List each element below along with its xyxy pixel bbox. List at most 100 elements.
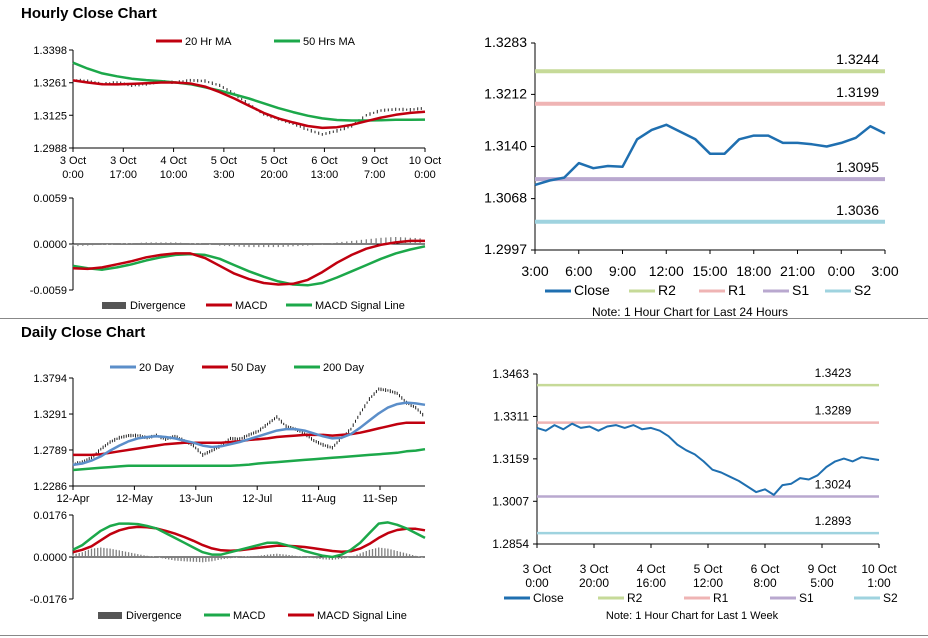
daily-levels-y-tick-label: 1.3463 [492,367,529,381]
hourly-levels-x-tick-label: 18:00 [736,263,771,279]
daily-levels-x-tick-label: 4 Oct [637,562,666,576]
hourly-price-y-tick-label: 1.3125 [33,110,67,122]
hourly-levels-legend-label: Close [574,282,610,298]
hourly-price-x-tick-label: 17:00 [110,169,138,181]
daily-level-s2-label: 1.2893 [815,514,852,528]
daily-levels-x-tick-label: 8:00 [753,576,777,590]
daily-levels-x-tick-label: 12:00 [693,576,723,590]
hourly-price-y-tick-label: 1.3261 [33,78,67,90]
hourly-50hr-ma-line [72,61,426,122]
daily-levels-x-tick-label: 6 Oct [751,562,780,576]
daily-levels-y-tick-label: 1.2854 [492,537,529,551]
daily-macd-legend-swatch [98,612,122,619]
hourly-macd-line [72,239,425,286]
hourly-levels-y-tick-label: 1.3140 [484,138,527,154]
daily-price-x-tick-label: 13-Jun [179,493,213,505]
hourly-price-x-tick-label: 3 Oct [60,155,86,167]
hourly-macd-signal-line [72,245,426,287]
daily-price-y-tick-label: 1.2286 [33,481,67,493]
hourly-levels-x-tick-label: 3:00 [521,263,548,279]
hourly-macd-y-tick-label: -0.0059 [30,285,67,297]
daily-price-x-tick-label: 11-Aug [301,493,336,505]
daily-price-x-tick-label: 12-Jul [242,493,272,505]
hourly-macd-legend-label: MACD [235,300,267,312]
hourly-price-x-tick-label: 20:00 [260,169,288,181]
hourly-level-r1-label: 1.3199 [836,84,879,100]
daily-levels-x-tick-label: 0:00 [525,576,549,590]
hourly-price-x-tick-label: 5 Oct [211,155,237,167]
daily-20day-line [72,401,426,467]
daily-levels-y-tick-label: 1.3007 [492,494,529,508]
daily-macd-y-tick-label: 0.0000 [33,552,67,564]
daily-price-legend-label: 50 Day [231,362,266,374]
daily-section-title: Daily Close Chart [21,324,146,341]
hourly-macd-y-tick-label: 0.0000 [33,239,67,251]
hourly-section-title: Hourly Close Chart [21,5,157,22]
daily-levels-x-tick-label: 10 Oct [861,562,897,576]
hourly-macd-y-tick-label: 0.0059 [33,193,67,205]
daily-level-r2-label: 1.3423 [815,366,852,380]
hourly-price-x-tick-label: 5 Oct [261,155,287,167]
hourly-level-r2-label: 1.3244 [836,51,879,67]
hourly-levels-x-tick-label: 9:00 [609,263,636,279]
hourly-levels-y-tick-label: 1.3068 [484,190,527,206]
daily-price-y-tick-label: 1.3291 [33,409,67,421]
hourly-price-x-tick-label: 3 Oct [110,155,136,167]
hourly-price-x-tick-label: 4 Oct [160,155,186,167]
daily-close-line [536,422,880,496]
daily-200day-line [72,447,426,472]
hourly-price-x-tick-label: 6 Oct [311,155,337,167]
daily-price-y-tick-label: 1.2789 [33,445,67,457]
daily-macd-line [72,521,426,559]
daily-levels-x-tick-label: 1:00 [867,576,891,590]
hourly-levels-y-tick-label: 1.3212 [484,85,527,101]
hourly-price-y-tick-label: 1.2988 [33,143,67,155]
daily-levels-x-tick-label: 9 Oct [808,562,837,576]
daily-macd-legend-label: MACD Signal Line [317,610,407,622]
hourly-levels-legend-label: S2 [854,282,871,298]
hourly-price-legend-label: 50 Hrs MA [303,36,356,48]
daily-levels-x-tick-label: 20:00 [579,576,609,590]
hourly-price-x-tick-label: 7:00 [364,169,385,181]
hourly-levels-x-tick-label: 3:00 [871,263,898,279]
hourly-20hr-ma-line [72,79,426,130]
daily-levels-legend-label: R1 [713,591,729,605]
hourly-price-x-tick-label: 10 Oct [409,155,441,167]
daily-levels-x-tick-label: 5 Oct [694,562,723,576]
hourly-levels-legend-label: R2 [658,282,676,298]
daily-levels-x-tick-label: 5:00 [810,576,834,590]
daily-levels-note: Note: 1 Hour Chart for Last 1 Week [606,610,779,622]
hourly-levels-x-tick-label: 6:00 [565,263,592,279]
daily-levels-legend-label: S2 [883,591,898,605]
hourly-price-x-tick-label: 9 Oct [362,155,388,167]
daily-macd-signal-line [72,525,426,554]
hourly-levels-x-tick-label: 0:00 [828,263,855,279]
daily-price-legend-label: 20 Day [139,362,174,374]
hourly-levels-note: Note: 1 Hour Chart for Last 24 Hours [592,305,788,319]
hourly-macd-legend-swatch [102,302,126,309]
daily-levels-x-tick-label: 16:00 [636,576,666,590]
daily-levels-y-tick-label: 1.3159 [492,452,529,466]
hourly-levels-y-tick-label: 1.2997 [484,241,527,257]
daily-price-x-tick-label: 12-Apr [56,493,89,505]
daily-macd-legend-label: Divergence [126,610,182,622]
hourly-macd-legend-label: MACD Signal Line [315,300,405,312]
daily-price-x-tick-label: 11-Sep [363,493,398,505]
bottom-divider [0,635,928,636]
hourly-levels-y-tick-label: 1.3283 [484,34,527,50]
daily-levels-x-tick-label: 3 Oct [580,562,609,576]
hourly-levels-x-tick-label: 12:00 [649,263,684,279]
hourly-close-line [534,123,886,187]
hourly-price-legend-label: 20 Hr MA [185,36,232,48]
hourly-level-s2-label: 1.3036 [836,202,879,218]
daily-macd-y-tick-label: -0.0176 [30,594,67,606]
daily-levels-legend-label: Close [533,591,564,605]
hourly-levels-legend-label: S1 [792,282,809,298]
hourly-levels-x-tick-label: 15:00 [692,263,727,279]
daily-levels-y-tick-label: 1.3311 [493,409,529,423]
hourly-price-x-tick-label: 0:00 [62,169,83,181]
daily-levels-legend-label: S1 [799,591,814,605]
daily-levels-x-tick-label: 3 Oct [523,562,552,576]
hourly-levels-x-tick-label: 21:00 [780,263,815,279]
